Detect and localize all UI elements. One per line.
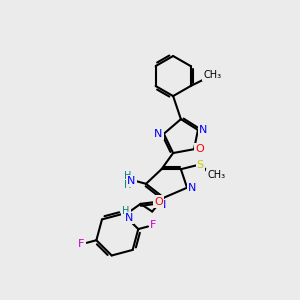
- Text: N: N: [199, 125, 208, 135]
- Text: N: N: [125, 213, 133, 223]
- Text: H: H: [124, 171, 131, 181]
- Text: CH₃: CH₃: [208, 170, 226, 180]
- Text: O: O: [195, 144, 204, 154]
- Text: F: F: [150, 220, 156, 230]
- Text: H: H: [122, 206, 130, 216]
- Text: O: O: [154, 196, 163, 206]
- Text: N: N: [188, 183, 197, 193]
- Text: CH₃: CH₃: [203, 70, 221, 80]
- Text: N: N: [158, 200, 166, 210]
- Text: F: F: [78, 239, 85, 249]
- Text: N: N: [154, 129, 163, 139]
- Text: N: N: [127, 176, 136, 186]
- Text: S: S: [197, 160, 204, 170]
- Text: H: H: [124, 180, 131, 190]
